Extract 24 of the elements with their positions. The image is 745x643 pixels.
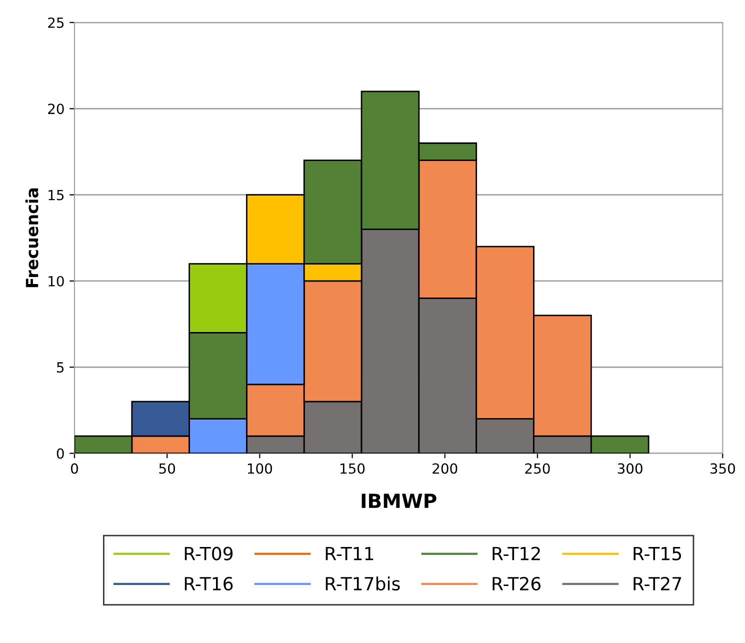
x-tick-label: 300 [618,463,642,474]
legend-label: R-T17bis [326,576,400,591]
x-tick-label: 50 [159,463,176,474]
legend-label: R-T11 [326,546,374,560]
x-tick-label: 200 [432,463,458,474]
legend-label: R-T26 [492,576,541,591]
y-tick-label: 5 [57,362,64,373]
legend-label: R-T27 [634,576,682,590]
legend-label: R-T15 [634,546,682,560]
legend-label: R-T16 [184,576,233,591]
x-tick-label: 0 [70,463,78,474]
legend-label: R-T12 [492,546,540,560]
y-tick-label: 10 [48,276,64,286]
y-tick-label: 25 [48,17,64,28]
y-tick-label: 0 [56,448,64,459]
y-axis-title: Frecuencia [25,188,38,288]
x-tick-label: 100 [248,463,272,474]
x-tick-label: 150 [340,463,365,474]
y-tick-label: 20 [48,104,64,114]
x-axis-title: IBMWP [362,494,436,508]
x-tick-label: 250 [525,463,550,474]
legend-label: R-T09 [184,546,233,560]
x-tick-label: 350 [710,463,735,474]
y-tick-label: 15 [48,190,64,200]
